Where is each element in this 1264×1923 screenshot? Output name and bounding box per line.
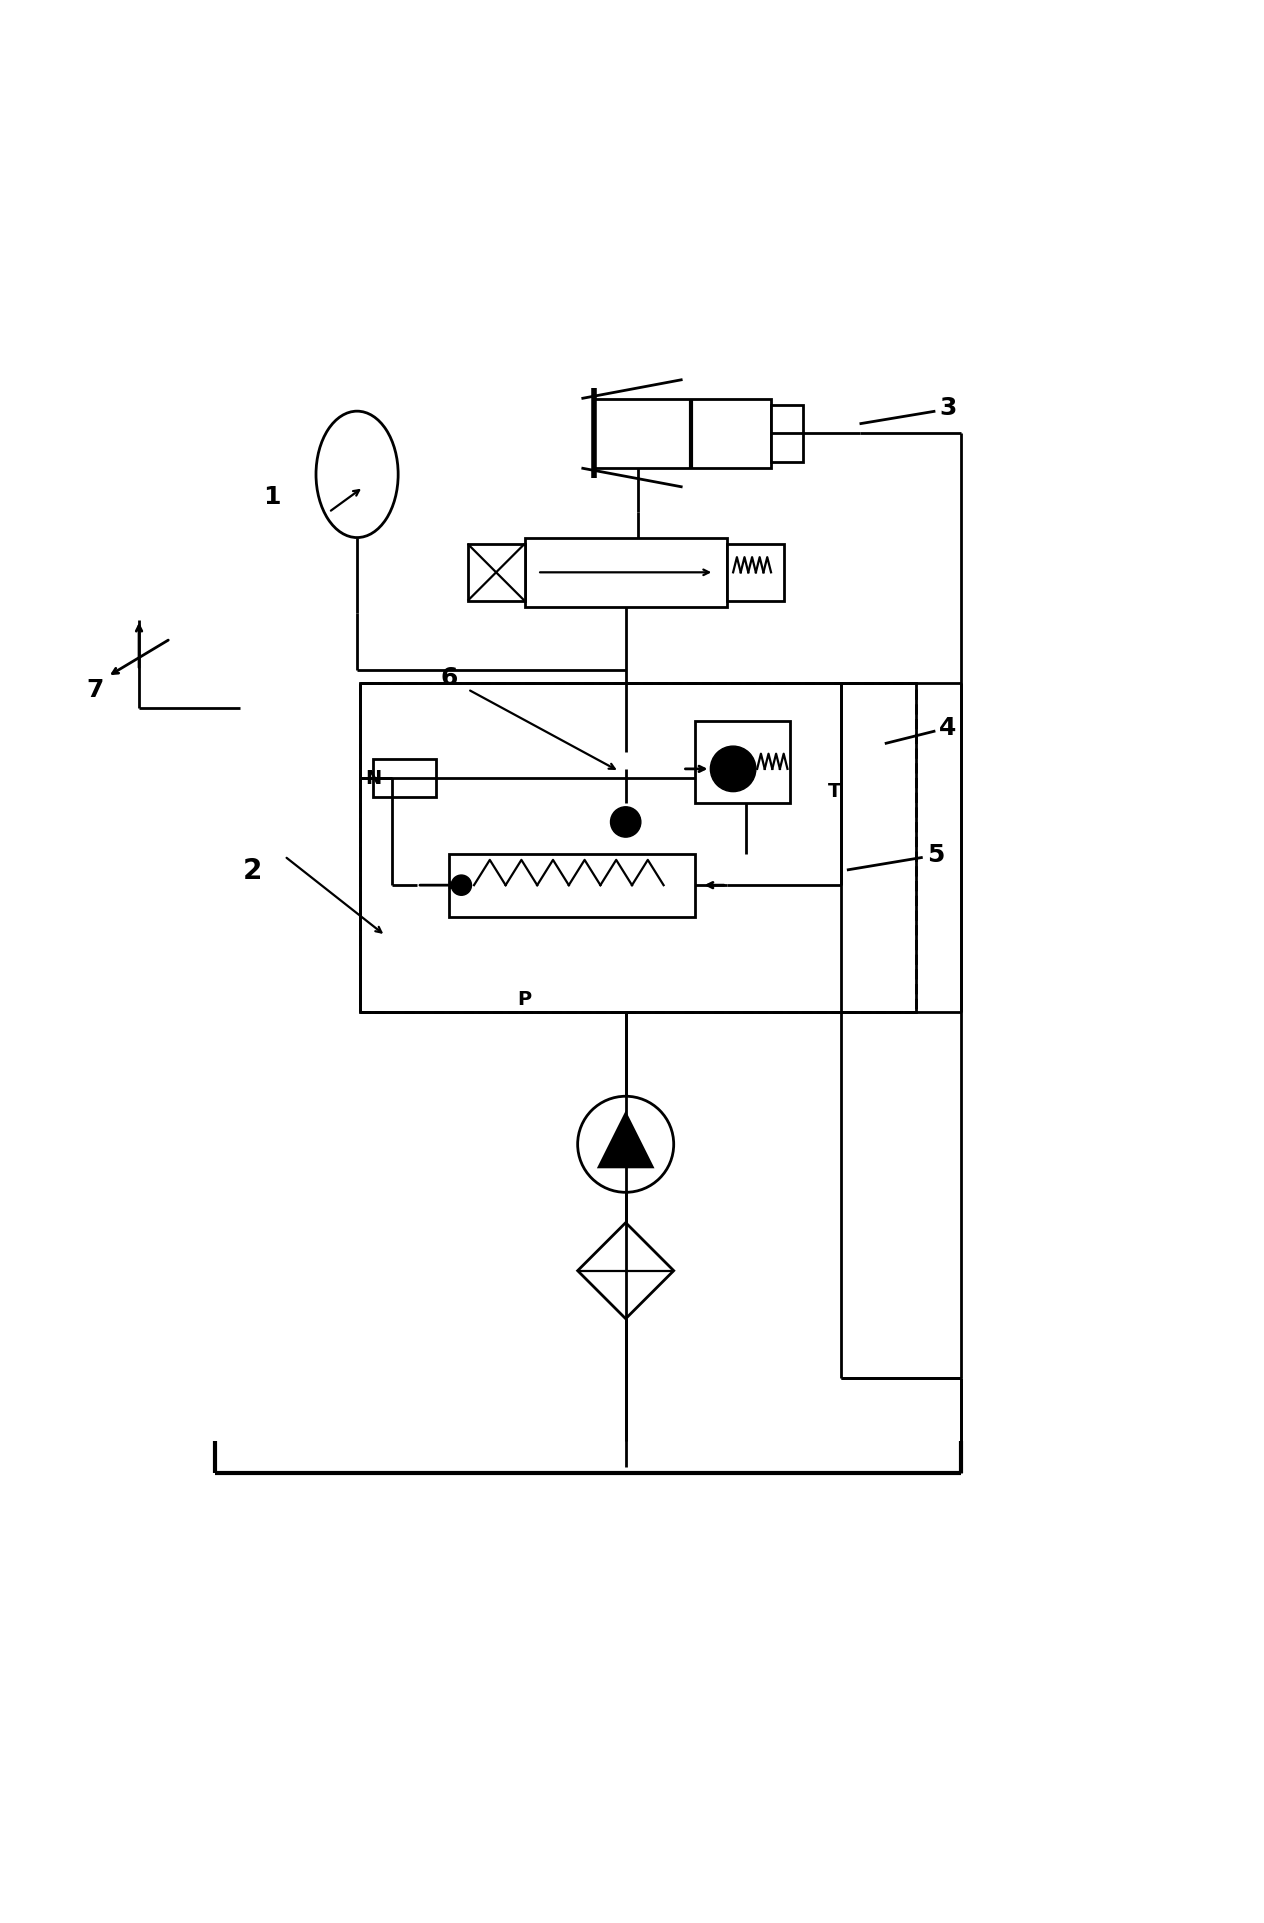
Bar: [360, 683, 916, 1011]
Circle shape: [611, 808, 641, 838]
Bar: [771, 406, 803, 462]
Text: 4: 4: [939, 715, 957, 740]
Text: 1: 1: [263, 485, 281, 508]
Text: 5: 5: [927, 842, 944, 865]
Bar: [360, 683, 916, 1011]
Bar: [594, 400, 771, 469]
Text: 6: 6: [440, 665, 458, 688]
Circle shape: [451, 875, 471, 896]
Text: N: N: [365, 769, 380, 788]
Bar: [525, 538, 727, 608]
Text: 3: 3: [939, 396, 957, 419]
Circle shape: [710, 746, 756, 792]
Text: P: P: [517, 990, 532, 1010]
Bar: [468, 544, 525, 602]
Text: 7: 7: [86, 679, 104, 702]
Circle shape: [578, 1096, 674, 1192]
Text: 2: 2: [243, 856, 263, 885]
Polygon shape: [597, 1111, 655, 1169]
Polygon shape: [578, 1223, 674, 1319]
Text: T: T: [828, 781, 841, 800]
Bar: [373, 760, 436, 798]
Ellipse shape: [316, 412, 398, 538]
Bar: [727, 544, 784, 602]
Bar: [449, 854, 695, 917]
Bar: [695, 721, 790, 804]
